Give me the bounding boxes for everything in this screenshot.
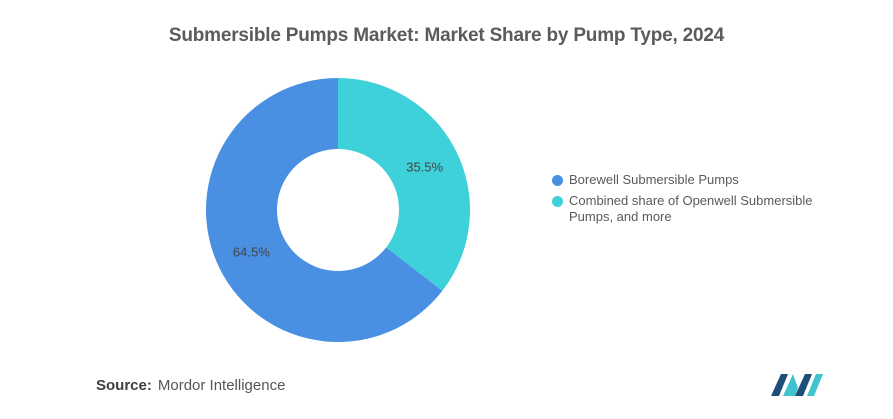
- source-line: Source: Mordor Intelligence: [96, 377, 285, 394]
- source-label: Source:: [96, 377, 152, 394]
- mordor-intelligence-logo-icon: [771, 374, 823, 396]
- slice-borewell: [205, 78, 443, 343]
- legend-label-openwell: Combined share of Openwell Submersible P…: [569, 193, 813, 224]
- chart-title: Submersible Pumps Market: Market Share b…: [168, 25, 725, 46]
- slice-openwell: [338, 78, 470, 291]
- slice-label-borewell: 64.5%: [233, 244, 270, 259]
- slice-label-openwell: 35.5%: [406, 160, 443, 175]
- legend-label-borewell: Borewell Submersible Pumps: [569, 172, 739, 187]
- chart-legend: Borewell Submersible Pumps Combined shar…: [552, 172, 852, 230]
- source-text: Mordor Intelligence: [157, 377, 286, 394]
- legend-swatch-openwell: [552, 196, 563, 207]
- legend-item-openwell: Combined share of Openwell Submersible P…: [552, 193, 852, 225]
- legend-swatch-borewell: [552, 175, 563, 186]
- legend-item-borewell: Borewell Submersible Pumps: [552, 172, 852, 188]
